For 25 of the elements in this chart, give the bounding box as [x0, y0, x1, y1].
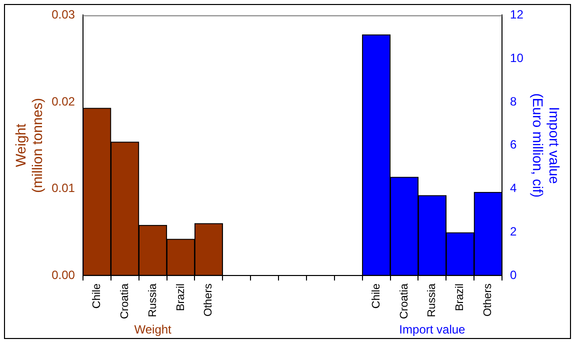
y-tick-label: 0.00 — [52, 268, 76, 282]
y2-tick-label: 4 — [510, 181, 518, 196]
y-tick-label: 0.01 — [52, 181, 76, 196]
x-tick-label: Brazil — [454, 284, 466, 312]
y2-tick-label: 0 — [510, 268, 518, 282]
y-tick-label: 0.02 — [52, 94, 76, 108]
x-tick-label: Russia — [426, 282, 438, 318]
x-tick-label: Chile — [90, 284, 103, 309]
x-tick-label: Brazil — [174, 284, 187, 312]
text: Import value — [399, 322, 466, 336]
x-tick-label: Others — [202, 283, 215, 317]
y2-tick-label: 12 — [510, 8, 524, 22]
x-tick-label: Croatia — [398, 282, 410, 320]
y2-tick-label: 8 — [510, 94, 518, 108]
y2-tick-label: 10 — [510, 50, 524, 65]
y2-axis-title: Import value (Euro million, cif) — [530, 93, 563, 198]
y-axis-title: Weight (million tonnes) — [12, 98, 46, 193]
y2-tick-label: 6 — [510, 138, 518, 152]
x-tick-label: Croatia — [118, 282, 131, 320]
text: Weight — [134, 322, 172, 336]
y-tick-label: 0.03 — [52, 8, 76, 22]
y2-tick-label: 2 — [510, 224, 518, 238]
x-tick-label: Chile — [370, 284, 382, 309]
x-tick-label: Others — [482, 283, 494, 317]
x-tick-label: Russia — [146, 282, 159, 318]
